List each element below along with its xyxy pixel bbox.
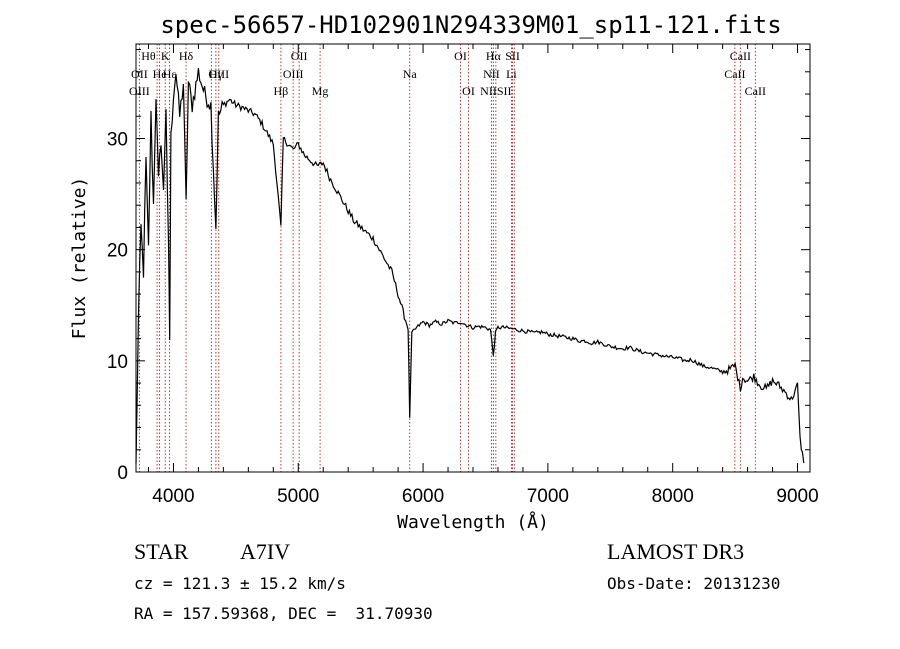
emission-line-label-11: Hε <box>163 67 177 81</box>
emission-line-label-12: Hγ <box>209 67 224 81</box>
plot-frame <box>135 43 811 473</box>
emission-line-label-10: He <box>153 67 167 81</box>
x-axis-label: Wavelength (Å) <box>397 511 549 533</box>
emission-line-label-16: Li <box>506 67 517 81</box>
emission-line-label-19: Hβ <box>274 84 289 98</box>
emission-line-markers <box>138 44 756 472</box>
spectral-class: A7IV <box>240 539 291 564</box>
observation-date: Obs-Date: 20131230 <box>607 574 781 593</box>
emission-line-label-2: Hδ <box>179 49 194 63</box>
emission-line-label-15: NII <box>483 67 500 81</box>
emission-line-label-18: OIII <box>129 84 150 98</box>
emission-line-label-21: OI <box>462 84 475 98</box>
emission-line-label-6: Hα <box>486 49 502 63</box>
emission-line-label-20: Mg <box>312 84 329 98</box>
emission-line-label-7: SII <box>505 49 520 63</box>
x-tick-label-7000: 7000 <box>527 486 569 507</box>
y-tick-label-30: 30 <box>107 129 128 150</box>
x-tick-label-5000: 5000 <box>277 486 319 507</box>
y-axis-label: Flux (relative) <box>69 177 90 340</box>
y-tick-label-10: 10 <box>107 352 128 373</box>
x-tick-label-4000: 4000 <box>152 486 194 507</box>
emission-line-label-4: OII <box>291 49 308 63</box>
y-tick-label-0: 0 <box>117 463 128 484</box>
coordinates: RA = 157.59368, DEC = 31.70930 <box>134 604 433 623</box>
emission-line-label-13: OIII <box>283 67 304 81</box>
object-type: STAR <box>134 539 189 564</box>
emission-line-label-9: OII <box>131 67 148 81</box>
emission-line-label-0: Hθ <box>141 49 156 63</box>
chart-title: spec-56657-HD102901N294339M01_sp11-121.f… <box>160 11 781 39</box>
emission-line-label-1: K <box>161 49 170 63</box>
survey-name: LAMOST DR3 <box>607 539 745 564</box>
x-tick-label-8000: 8000 <box>652 486 694 507</box>
emission-line-label-5: OI <box>454 49 467 63</box>
x-tick-label-9000: 9000 <box>776 486 818 507</box>
x-axis-ticks: 4000 5000 6000 7000 8000 9000 <box>147 44 819 507</box>
y-tick-label-20: 20 <box>107 241 128 262</box>
spectrum-series-line <box>135 68 805 464</box>
y-axis-ticks: 0 10 20 30 <box>107 49 810 484</box>
emission-line-label-23: CaII <box>745 84 766 98</box>
redshift-value: cz = 121.3 ± 15.2 km/s <box>134 574 346 593</box>
x-tick-label-6000: 6000 <box>402 486 444 507</box>
emission-line-label-22: NIISII <box>480 84 511 98</box>
emission-line-label-8: CaII <box>730 49 751 63</box>
emission-line-label-17: CaII <box>724 67 745 81</box>
emission-line-label-3: OIII <box>208 67 229 81</box>
emission-line-label-14: Na <box>403 67 418 81</box>
